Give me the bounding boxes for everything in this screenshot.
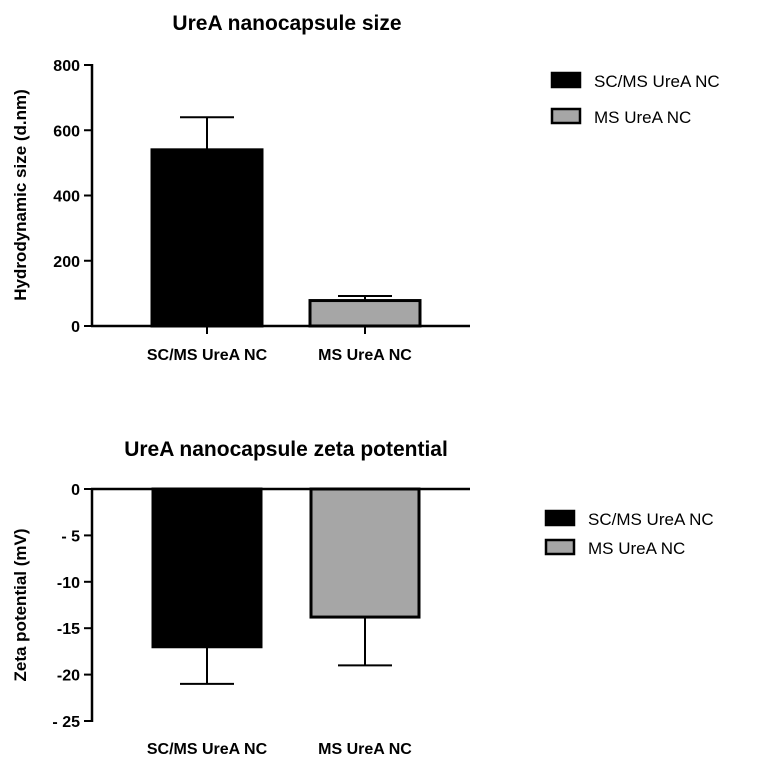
chart-title: UreA nanocapsule size (172, 12, 401, 35)
y-tick-label: - 5 (61, 528, 80, 545)
y-tick-label: - 25 (52, 714, 80, 731)
y-tick-label: 600 (53, 123, 80, 140)
legend-label: MS UreA NC (588, 539, 685, 558)
size-chart: UreA nanocapsule size Hydrodynamic size … (11, 12, 720, 364)
legend-swatch (544, 538, 576, 556)
bar (150, 148, 264, 328)
bar (309, 487, 421, 619)
y-tick-label: -20 (57, 668, 80, 685)
y-tick-label: 800 (53, 58, 80, 75)
y-axis-label: Zeta potential (mV) (11, 528, 30, 681)
chart-title: UreA nanocapsule zeta potential (124, 438, 448, 461)
bar (308, 299, 422, 328)
y-tick-label: 0 (71, 482, 80, 499)
legend-swatch (550, 107, 582, 125)
x-tick-label: MS UreA NC (318, 741, 412, 758)
legend-label: SC/MS UreA NC (588, 510, 714, 529)
legend-swatch (544, 509, 576, 527)
legend-label: SC/MS UreA NC (594, 72, 720, 91)
legend-label: MS UreA NC (594, 108, 691, 127)
y-tick-label: -15 (57, 621, 80, 638)
legend-swatch (550, 71, 582, 89)
x-tick-label: MS UreA NC (318, 347, 412, 364)
y-tick-label: 0 (71, 319, 80, 336)
y-tick-label: 200 (53, 254, 80, 271)
x-tick-label: SC/MS UreA NC (147, 347, 268, 364)
y-axis-label: Hydrodynamic size (d.nm) (11, 89, 30, 301)
bar (151, 487, 263, 649)
x-tick-label: SC/MS UreA NC (147, 741, 268, 758)
y-tick-label: 400 (53, 189, 80, 206)
y-tick-label: -10 (57, 575, 80, 592)
zeta-chart: UreA nanocapsule zeta potential Zeta pot… (11, 438, 714, 758)
